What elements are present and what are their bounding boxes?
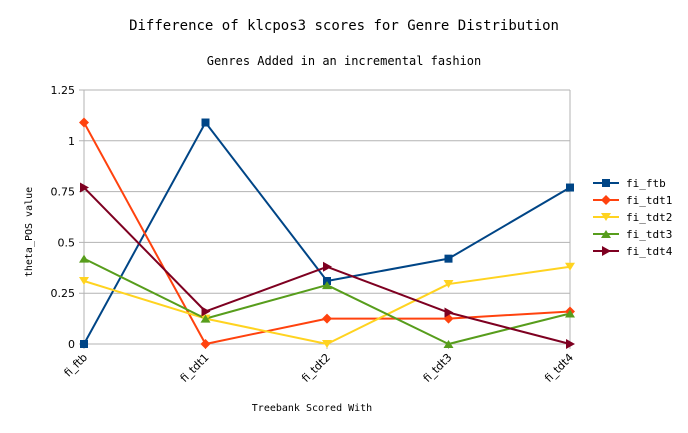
legend-label-fi_tdt1: fi_tdt1	[626, 194, 672, 207]
legend-label-fi_ftb: fi_ftb	[626, 177, 666, 190]
chart-subtitle: Genres Added in an incremental fashion	[206, 54, 482, 68]
legend-label-fi_tdt2: fi_tdt2	[626, 211, 672, 224]
data-point-fi_ftb	[566, 183, 574, 192]
series-line-fi_tdt3	[83, 257, 571, 345]
legend-marker-fi_tdt3	[601, 230, 611, 238]
data-point-fi_ftb	[201, 118, 210, 127]
data-point-fi_tdt4	[80, 182, 89, 193]
data-point-fi_tdt2	[443, 280, 454, 289]
series-lines	[83, 121, 571, 345]
chart-title: Difference of klcpos3 scores for Genre D…	[129, 18, 559, 34]
y-axis-label: theta_POS value	[24, 187, 35, 277]
legend-marker-fi_ftb	[602, 179, 610, 187]
data-point-fi_tdt1	[79, 117, 89, 128]
x-axis-label: Treebank Scored With	[252, 403, 372, 414]
data-point-fi_tdt3	[322, 281, 332, 290]
x-tick-labels: fi_ftb fi_tdt1 fi_tdt2 fi_tdt3 fi_tdt4	[62, 351, 577, 385]
data-point-fi_tdt3	[443, 340, 454, 348]
data-point-fi_ftb	[444, 254, 453, 263]
y-tick-label: 0.75	[51, 186, 76, 199]
data-point-fi_tdt3	[200, 314, 211, 323]
x-tick-label: fi_tdt4	[542, 351, 576, 385]
y-tick-labels: 0 0.25 0.5 0.75 1 1.25	[51, 84, 76, 351]
data-point-fi_tdt2	[79, 277, 89, 286]
data-point-fi_tdt4	[444, 307, 454, 318]
y-tick-label: 1	[68, 135, 75, 148]
legend-label-fi_tdt3: fi_tdt3	[626, 228, 672, 241]
data-point-fi_tdt4	[323, 261, 332, 272]
data-point-fi_ftb	[80, 340, 88, 348]
data-point-fi_tdt1	[322, 313, 332, 324]
data-point-fi_tdt3	[79, 254, 89, 263]
data-point-fi_tdt1	[200, 339, 211, 349]
data-point-fi_tdt2	[322, 340, 332, 348]
y-tick-label: 0.25	[51, 287, 76, 300]
x-tick-label: fi_tdt3	[421, 351, 455, 385]
series-line-fi_ftb	[83, 121, 571, 345]
series-markers	[79, 117, 575, 349]
data-point-fi_tdt4	[201, 306, 211, 317]
legend-marker-fi_tdt2	[601, 213, 611, 221]
legend: fi_ftb fi_tdt1 fi_tdt2 fi_tdt3 fi_tdt4	[593, 177, 673, 258]
legend-label-fi_tdt4: fi_tdt4	[626, 245, 673, 258]
x-tick-label: fi_tdt1	[178, 351, 212, 385]
y-tick-label: 0	[68, 338, 75, 351]
data-point-fi_tdt4	[566, 339, 575, 349]
legend-marker-fi_tdt4	[602, 246, 611, 256]
y-tick-label: 0.5	[58, 236, 76, 249]
data-point-fi_ftb	[323, 277, 331, 286]
series-line-fi_tdt1	[83, 122, 571, 345]
x-tick-label: fi_ftb	[62, 351, 91, 380]
y-tick-label: 1.25	[51, 84, 76, 97]
data-point-fi_tdt2	[565, 262, 575, 271]
x-tick-label: fi_tdt2	[299, 351, 333, 385]
data-point-fi_tdt3	[565, 309, 575, 318]
legend-marker-fi_tdt1	[601, 195, 611, 205]
